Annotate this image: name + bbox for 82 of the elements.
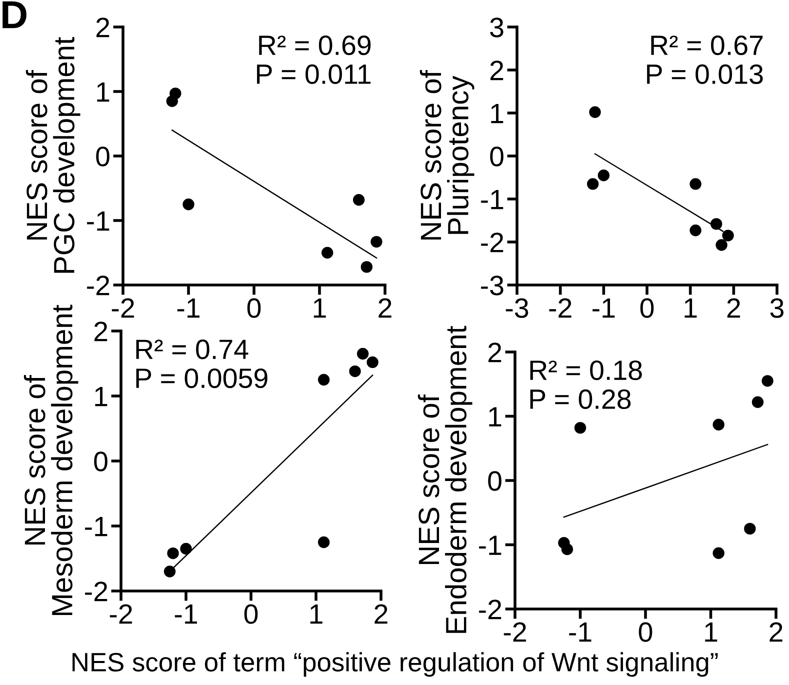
x-tick-label: 1: [684, 298, 697, 318]
y-axis-title: NES score of Pluripotency: [420, 70, 474, 240]
y-tick-label: 3: [490, 18, 504, 38]
y-axis-title: NES score of Endoderm development: [418, 326, 472, 633]
x-tick-label: 0: [640, 298, 654, 318]
x-tick-label: -2: [110, 604, 132, 624]
point: [712, 547, 724, 559]
point: [164, 566, 176, 578]
point: [744, 522, 756, 535]
y-tick-label: 2: [490, 60, 504, 80]
point: [561, 543, 574, 556]
point: [752, 396, 764, 408]
x-tick-label: -2: [112, 298, 134, 318]
x-tick-label: -1: [592, 298, 615, 318]
x-tick-label: 2: [770, 622, 782, 642]
y-tick-label: 0: [96, 146, 110, 166]
chart-title: D: [2, 1, 26, 28]
x-tick-label: 2: [374, 604, 388, 624]
point: [716, 239, 728, 251]
annotation: R² = 0.69 P = 0.011: [257, 35, 371, 84]
x-tick-label: -2: [504, 622, 526, 642]
point: [182, 198, 194, 210]
x-tick-label: -1: [177, 298, 200, 318]
y-tick-label: -2: [85, 582, 108, 602]
y-axis-title: NES score of Mesoderm development: [24, 304, 78, 616]
x-tick-label: -1: [569, 622, 592, 642]
x-tick-label: 1: [310, 604, 322, 624]
x-tick-label: -1: [174, 604, 197, 624]
y-tick-label: -2: [481, 232, 504, 252]
point: [370, 236, 382, 248]
point: [360, 261, 373, 273]
y-tick-label: 0: [490, 146, 504, 166]
point: [712, 418, 724, 430]
point: [167, 547, 179, 560]
x-tick-label: 0: [638, 622, 652, 642]
y-tick-label: -1: [481, 190, 504, 210]
point: [690, 178, 702, 190]
x-tick-label: 0: [247, 298, 261, 318]
y-tick-label: -1: [479, 536, 502, 555]
y-tick-label: 0: [94, 452, 108, 472]
y-tick-label: 0: [488, 471, 502, 491]
point: [722, 230, 734, 242]
point: [349, 365, 361, 378]
point: [586, 178, 599, 190]
annotation: R² = 0.67 P = 0.013: [647, 35, 763, 84]
x-tick-label: -2: [549, 298, 572, 318]
x-tick-label: 2: [378, 298, 392, 318]
y-tick-label: 1: [97, 82, 110, 102]
point: [366, 356, 378, 368]
x-axis-title: NES score of term “positive regulation of Wnt signaling”: [72, 652, 718, 677]
y-tick-label: 1: [95, 386, 108, 406]
x-tick-label: 3: [770, 298, 784, 318]
y-tick-label: -1: [87, 211, 110, 231]
point: [318, 374, 330, 386]
x-tick-label: 0: [244, 604, 258, 624]
point: [356, 348, 369, 360]
y-tick-label: -2: [87, 276, 110, 296]
point: [690, 224, 702, 236]
point: [574, 422, 586, 434]
y-tick-label: 2: [94, 322, 108, 342]
annotation: R² = 0.18 P = 0.28: [530, 360, 642, 410]
point: [598, 170, 610, 182]
x-tick-label: -3: [506, 298, 528, 318]
point: [589, 106, 601, 118]
y-tick-label: 1: [489, 407, 502, 426]
x-tick-label: 1: [314, 298, 326, 318]
y-tick-label: 2: [96, 18, 110, 38]
point: [318, 536, 330, 548]
y-tick-label: -3: [481, 276, 504, 296]
point: [352, 194, 365, 206]
point: [322, 246, 334, 259]
point: [762, 375, 774, 387]
x-tick-label: 2: [727, 298, 740, 318]
y-tick-label: 1: [491, 104, 504, 124]
annotation: R² = 0.74 P = 0.0059: [136, 340, 268, 388]
y-axis-title: NES score of PGC development: [26, 37, 80, 273]
y-tick-label: 2: [488, 342, 502, 362]
point: [170, 88, 182, 100]
y-tick-label: -1: [85, 516, 108, 536]
point: [180, 542, 192, 555]
point: [710, 218, 722, 230]
x-tick-label: 1: [705, 622, 718, 642]
